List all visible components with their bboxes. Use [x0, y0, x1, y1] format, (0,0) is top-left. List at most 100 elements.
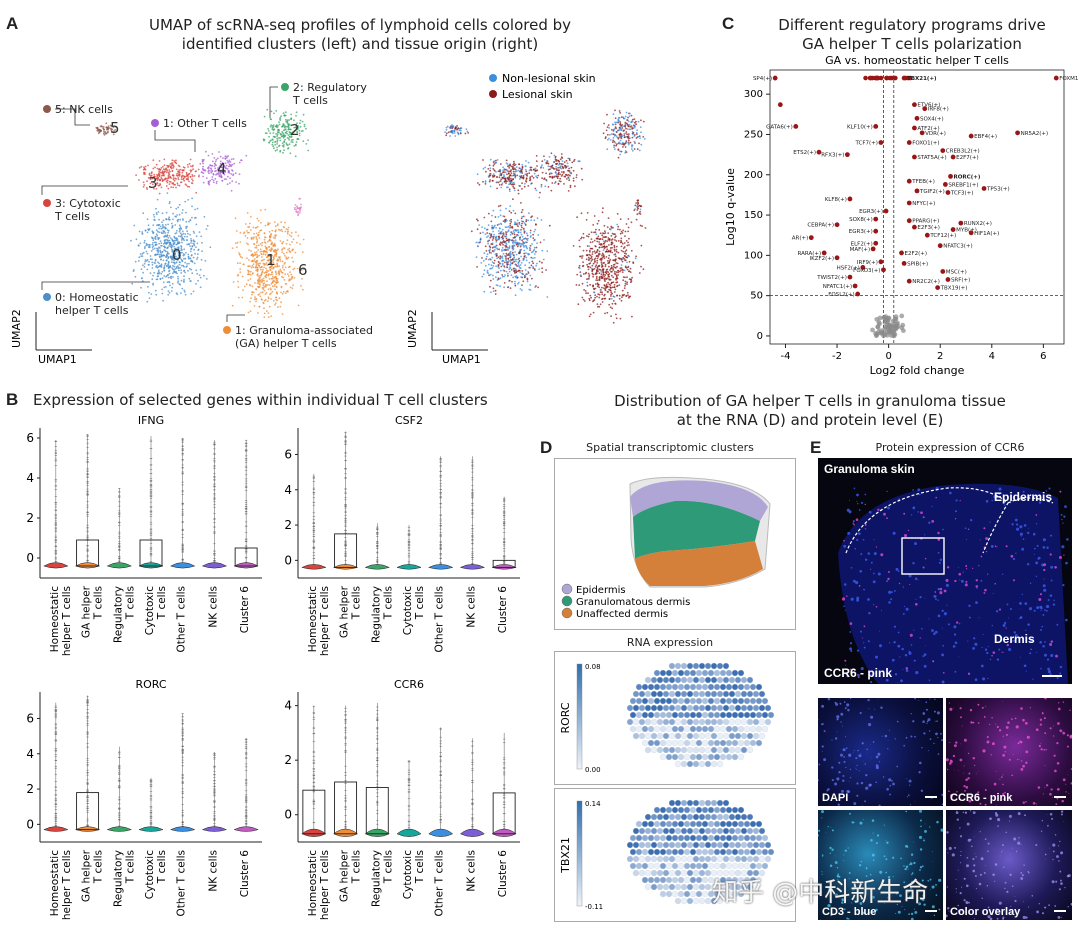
umap-cell [513, 272, 516, 274]
umap-cell [482, 180, 484, 183]
umap-cell [219, 160, 222, 163]
umap-cell [221, 162, 224, 164]
umap-cell [164, 250, 167, 253]
umap-cell [281, 125, 284, 128]
umap-cell [607, 257, 610, 260]
umap-cell [493, 163, 496, 165]
umap-cell [156, 247, 158, 250]
umap-cell [594, 283, 597, 285]
umap-cell [271, 273, 273, 276]
umap-cell [488, 180, 491, 183]
umap-cell [161, 288, 164, 291]
umap-cell [283, 140, 286, 143]
violin-gene-title: IFNG [138, 414, 164, 427]
umap-cell [183, 235, 186, 238]
umap-cell [286, 257, 289, 260]
umap-cell [628, 237, 630, 240]
umap-cell [300, 130, 303, 132]
umap-cell [581, 265, 584, 268]
umap-cell [606, 277, 609, 280]
volcano-ytick-label: 300 [744, 89, 763, 100]
umap-cell [529, 232, 532, 234]
umap-cell [594, 294, 597, 297]
volcano-point-top [863, 75, 868, 81]
umap-cell [578, 245, 581, 248]
umap-cell [617, 271, 620, 274]
umap-cell [498, 184, 501, 186]
umap-cell [251, 285, 254, 288]
umap-cell [541, 271, 544, 273]
umap-cell [144, 229, 147, 232]
umap-cell [168, 164, 170, 167]
umap-cell [510, 274, 513, 276]
umap-tissue-cells [444, 109, 647, 324]
umap-cell [513, 254, 515, 256]
umap-cell [281, 292, 284, 295]
umap-cell [602, 242, 605, 245]
umap-cell [496, 159, 499, 161]
umap-cell [290, 273, 293, 276]
violin-ytick-label: 6 [26, 431, 34, 445]
umap-cell [163, 230, 166, 233]
umap-cell [504, 261, 506, 264]
umap-cell [523, 230, 526, 233]
umap-cell [213, 157, 216, 159]
umap-cell [559, 173, 561, 176]
umap-cell [282, 276, 285, 279]
umap-cell [627, 218, 630, 220]
umap-cell [621, 271, 624, 273]
umap-cell [172, 251, 175, 254]
umap-cell [598, 293, 601, 296]
umap-cell [501, 237, 504, 239]
umap-cell [614, 148, 616, 150]
umap-cell [612, 136, 615, 139]
volcano-point [942, 182, 948, 187]
umap-cell [597, 270, 599, 273]
volcano-gene-label: MSC(+) [946, 269, 967, 275]
umap-cell [573, 160, 575, 163]
umap-cell [221, 180, 224, 182]
umap-cell [634, 142, 636, 144]
umap-cell [280, 301, 282, 304]
umap-cell [263, 312, 266, 315]
umap-cell [166, 274, 169, 276]
umap-cell [538, 196, 541, 199]
umap-cell [491, 256, 494, 259]
umap-cell [170, 177, 173, 179]
umap-cell [176, 246, 179, 249]
umap-cell [284, 292, 287, 294]
umap-cell [166, 177, 168, 180]
umap-cell [283, 114, 286, 117]
leader-line [226, 314, 245, 322]
volcano-point [860, 265, 866, 270]
umap-cell [609, 139, 612, 141]
umap-cell [155, 207, 157, 210]
umap-cell [514, 294, 517, 297]
umap-cell [539, 191, 541, 194]
umap-cell [451, 132, 454, 135]
umap-cell [625, 111, 628, 114]
umap-cell [593, 215, 596, 217]
umap-cell [497, 216, 500, 218]
umap-cell [509, 260, 512, 263]
umap-cell [271, 290, 274, 293]
umap-cell [506, 169, 508, 172]
umap-cell [281, 313, 284, 315]
umap-cell [152, 283, 154, 286]
umap-cell [276, 131, 279, 134]
umap-cell [600, 261, 603, 264]
umap-cell [259, 281, 262, 283]
umap-cell [590, 296, 592, 299]
umap-cell [200, 235, 203, 238]
umap-cell [638, 135, 641, 138]
umap-cell [449, 130, 451, 133]
volcano-point [852, 283, 858, 289]
umap-cell [160, 273, 163, 275]
umap-cell [611, 302, 614, 305]
umap-cell [287, 266, 290, 269]
umap-cell [533, 239, 535, 242]
umap-cell [626, 119, 629, 121]
umap-cell [291, 249, 293, 252]
umap-cell [544, 185, 547, 188]
umap-cell [275, 125, 278, 128]
